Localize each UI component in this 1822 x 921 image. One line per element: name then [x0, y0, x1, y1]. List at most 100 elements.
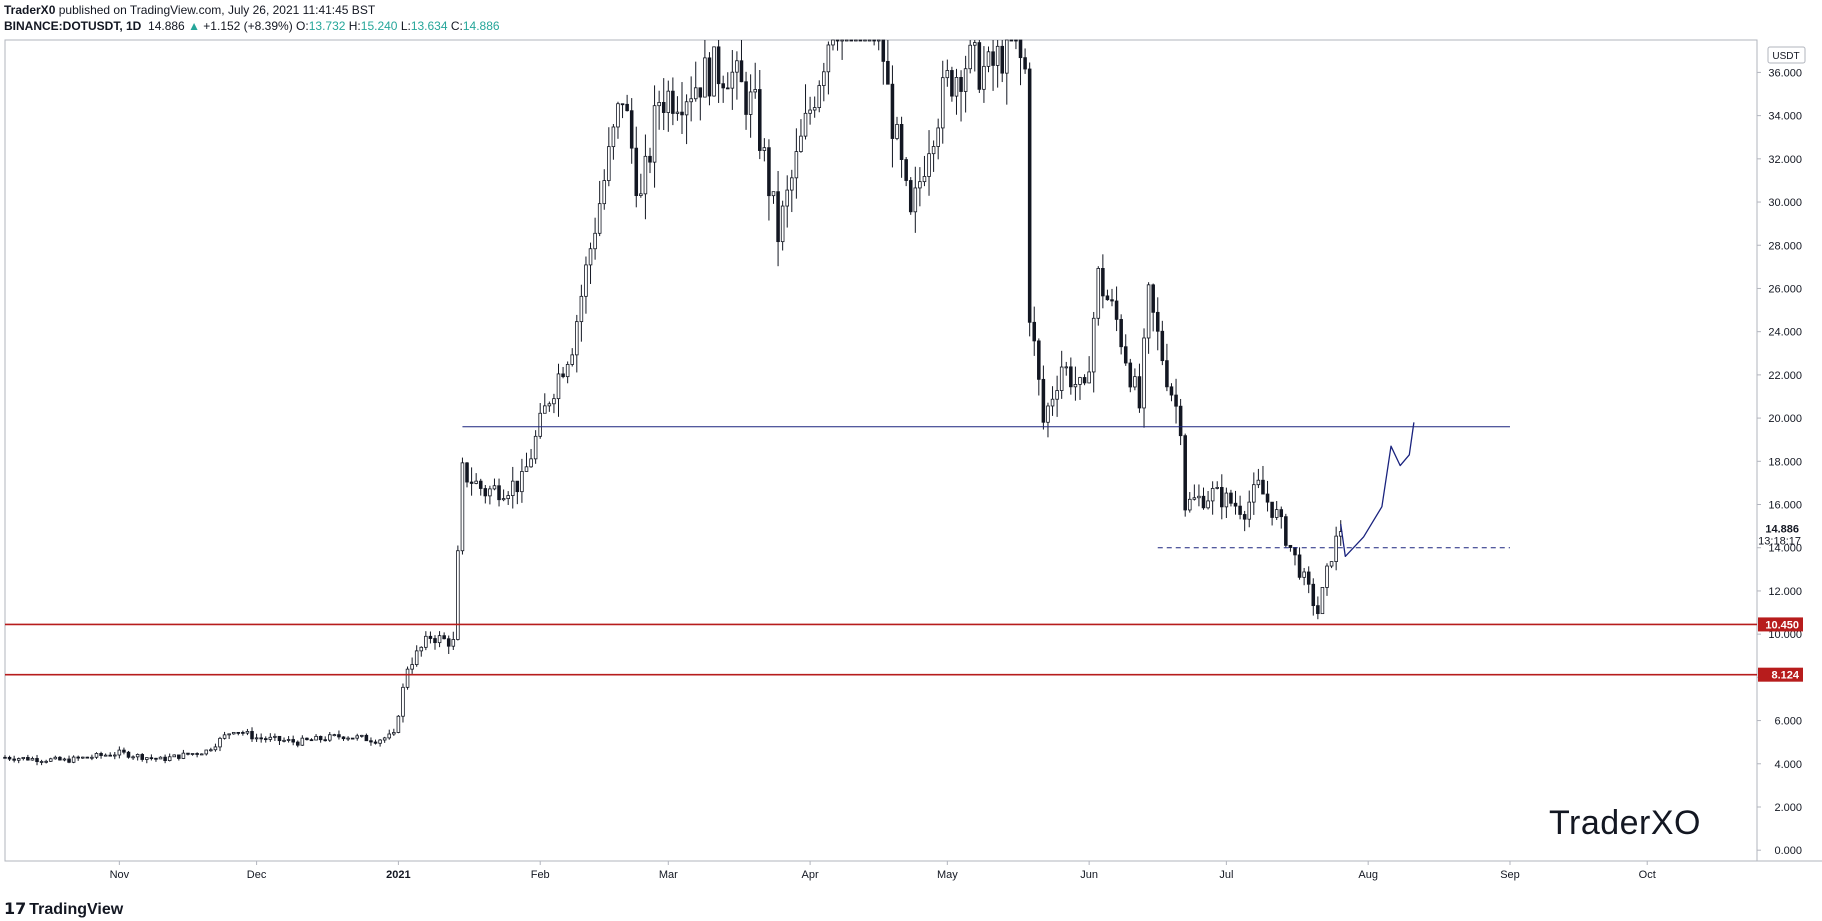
price-label-box — [1758, 617, 1803, 632]
candle-body — [835, 39, 840, 42]
candle-body — [71, 756, 76, 763]
candle-body — [163, 756, 167, 761]
candle-body — [1256, 479, 1261, 486]
candle-body — [945, 70, 950, 79]
candle-body — [236, 731, 241, 734]
candle-body — [771, 191, 776, 197]
candle-body — [1073, 384, 1078, 388]
candle-body — [437, 635, 442, 644]
candle-body — [186, 752, 190, 755]
candle-body — [1178, 405, 1183, 437]
candle-body — [707, 57, 712, 97]
price-label-box — [1758, 521, 1803, 536]
candle-body — [396, 715, 401, 733]
candle-body — [1105, 295, 1110, 301]
candle-body — [1220, 487, 1224, 508]
price-tick-label: 14.000 — [1768, 543, 1802, 555]
candle-body — [3, 756, 7, 759]
candle-body — [314, 735, 318, 741]
candle-body — [254, 737, 259, 740]
candle-body — [863, 39, 867, 42]
candle-body — [99, 753, 103, 756]
candle-body — [620, 103, 625, 106]
last-price: 14.886 — [148, 19, 185, 33]
candle-body — [154, 757, 158, 760]
low-label: L: — [400, 19, 411, 33]
candle-body — [538, 412, 542, 437]
candle-body — [927, 153, 931, 177]
candle-body — [767, 147, 771, 197]
time-tick-label: Nov — [110, 869, 130, 881]
candle-body — [1078, 377, 1082, 385]
price-axis[interactable]: 0.0002.0004.0006.0008.00010.00012.00014.… — [1757, 46, 1806, 857]
price-tick-label: 12.000 — [1768, 586, 1802, 598]
candle-body — [414, 650, 419, 665]
tradingview-brand: TradingView — [29, 901, 124, 918]
candle-body — [122, 749, 126, 753]
candle-body — [250, 731, 254, 740]
candle-body — [318, 735, 323, 741]
candle-body — [739, 60, 744, 83]
candle-body — [360, 734, 364, 737]
candle-body — [7, 756, 12, 760]
candle-body — [309, 739, 314, 742]
candle-body — [936, 127, 940, 147]
candle-body — [1000, 45, 1004, 74]
candle-body — [565, 364, 570, 378]
candle-body — [899, 124, 904, 160]
candle-body — [305, 737, 309, 741]
candle-body — [918, 181, 922, 189]
candle-body — [1114, 300, 1119, 320]
candle-body — [424, 635, 428, 648]
candle-body — [117, 749, 122, 756]
candle-body — [1302, 571, 1306, 578]
candle-body — [963, 68, 968, 92]
candle-body — [890, 83, 895, 139]
candle-body — [158, 756, 163, 760]
candle-body — [703, 57, 707, 98]
candle-body — [570, 354, 574, 365]
currency-box — [1767, 46, 1806, 64]
up-triangle-icon: ▲ — [188, 19, 200, 33]
candle-body — [1188, 498, 1192, 511]
candle-body — [1101, 268, 1105, 297]
candle-body — [1069, 366, 1073, 388]
candle-body — [373, 741, 378, 744]
candle-body — [867, 39, 872, 42]
price-tick-label: 10.000 — [1768, 629, 1802, 641]
price-tick-label: 28.000 — [1768, 240, 1802, 252]
publisher-name[interactable]: TraderX0 — [4, 3, 56, 17]
candle-body — [204, 749, 209, 755]
candle-body — [199, 753, 204, 756]
candle-body — [520, 471, 524, 493]
price-label-text: 8.124 — [1771, 670, 1799, 682]
candle-body — [44, 760, 48, 763]
plot-border — [4, 39, 1758, 862]
candle-body — [94, 753, 99, 758]
candle-body — [286, 739, 291, 741]
price-label-text: 14.886 — [1765, 524, 1799, 536]
candle-body — [1009, 39, 1014, 42]
candle-body — [1023, 57, 1027, 70]
candle-body — [533, 435, 538, 460]
candle-body — [1274, 509, 1279, 518]
candle-body — [1242, 514, 1247, 520]
candle-body — [76, 756, 80, 759]
time-axis[interactable]: Nov Dec 2021 Feb Mar Apr May Jun Jul Aug Sep Oct — [110, 861, 1656, 881]
candle-body — [392, 732, 396, 735]
candle-body — [1037, 340, 1041, 380]
candle-body — [428, 635, 433, 639]
candle-body — [460, 462, 465, 552]
candle-body — [1197, 495, 1201, 499]
candle-body — [1233, 502, 1238, 507]
candle-body — [657, 101, 661, 107]
tradingview-logo[interactable]: 𝟭𝟳 TradingView — [4, 899, 123, 919]
price-tick-label: 24.000 — [1768, 327, 1802, 339]
time-tick-label: May — [937, 869, 958, 881]
candle-body — [931, 146, 936, 155]
candle-body — [840, 39, 844, 42]
candle-body — [561, 373, 565, 378]
candle-body — [1055, 390, 1059, 400]
candle-body — [474, 480, 478, 484]
